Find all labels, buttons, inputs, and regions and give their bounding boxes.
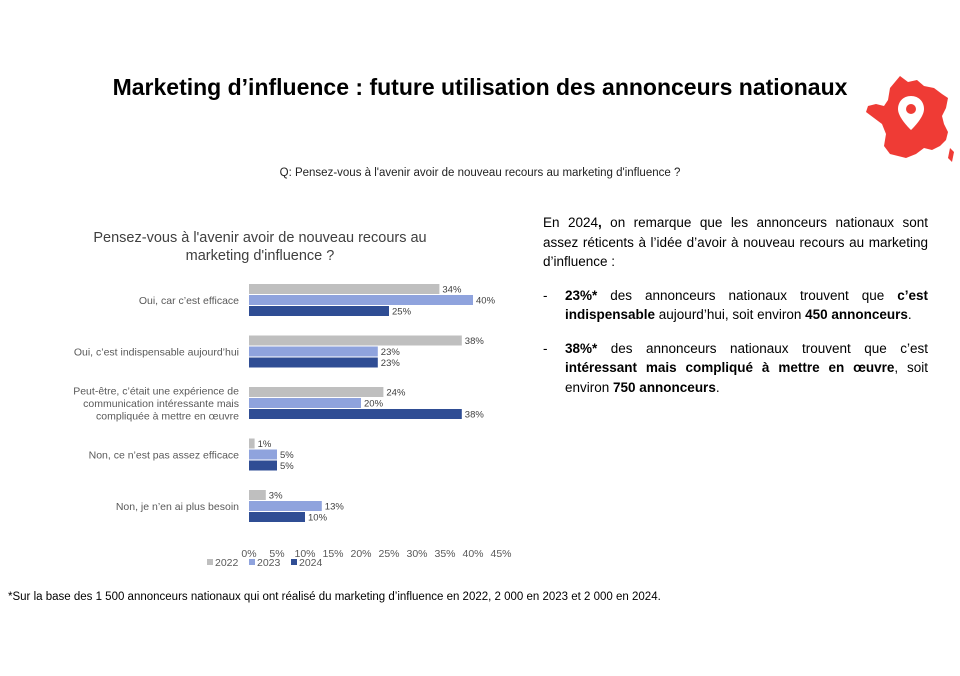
x-tick-label: 10% [294, 548, 315, 560]
bar-2023 [249, 346, 378, 357]
x-tick-label: 40% [462, 548, 483, 560]
data-label: 5% [280, 461, 294, 472]
x-tick-label: 20% [350, 548, 371, 560]
bar-2023 [249, 501, 322, 511]
legend-swatch-2023 [249, 559, 255, 565]
bar-2024 [249, 460, 277, 471]
data-label: 23% [381, 358, 401, 369]
bar-2024 [249, 306, 389, 316]
legend-swatch-2024 [291, 559, 297, 565]
data-label: 20% [364, 399, 384, 410]
bar-2024 [249, 409, 462, 419]
category-label: compliquée à mettre en œuvre [96, 411, 239, 423]
analysis-intro: En 2024, on remarque que les annonceurs … [543, 215, 928, 269]
bar-2023 [249, 295, 473, 305]
data-label: 3% [269, 491, 283, 502]
bar-2023 [249, 449, 277, 460]
category-label: Non, ce n’est pas assez efficace [89, 450, 240, 462]
page-title: Marketing d’influence : future utilisati… [112, 74, 848, 100]
x-tick-label: 45% [490, 548, 511, 560]
analysis-bullet-2: - 38%* des annonceurs nationaux trouvent… [543, 339, 928, 398]
chart-title-line-2: marketing d'influence ? [185, 248, 335, 264]
legend-swatch-2022 [207, 559, 213, 565]
legend-label: 2024 [299, 557, 323, 569]
bar-2023 [249, 398, 361, 408]
x-tick-label: 30% [406, 548, 427, 560]
category-label: communication intéressante mais [83, 398, 239, 410]
bar-chart: Oui, car c’est efficace 34% 40% 25% Oui, c’e… [73, 284, 512, 569]
chart-title-line-1: Pensez-vous à l'avenir avoir de nouveau … [93, 230, 427, 246]
category-label: Peut-être, c’était une expérience de [73, 386, 239, 398]
analysis-panel: En 2024, on remarque que les annonceurs … [543, 213, 928, 397]
survey-question: Q: Pensez-vous à l'avenir avoir de nouve… [279, 167, 681, 179]
data-label: 34% [442, 285, 462, 296]
bar-2024 [249, 357, 378, 368]
chart-title: Pensez-vous à l'avenir avoir de nouveau … [60, 229, 460, 265]
bar-2022 [249, 284, 440, 294]
bar-2024 [249, 512, 305, 522]
data-label: 38% [465, 410, 485, 421]
bar-2022 [249, 490, 266, 500]
category-label: Non, je n’en ai plus besoin [116, 501, 239, 513]
category-label: Oui, c’est indispensable aujourd’hui [74, 347, 239, 359]
data-label: 5% [280, 450, 294, 461]
legend-label: 2023 [257, 557, 281, 569]
x-tick-label: 15% [322, 548, 343, 560]
data-label: 23% [381, 347, 401, 358]
x-tick-label: 5% [269, 548, 284, 560]
x-tick-label: 35% [434, 548, 455, 560]
category-label: Oui, car c’est efficace [139, 295, 239, 307]
data-label: 1% [258, 439, 272, 450]
bar-2022 [249, 387, 384, 397]
analysis-bullet-1: - 23%* des annonceurs nationaux trouvent… [543, 286, 928, 325]
bullet-dash: - [543, 340, 548, 356]
footnote: *Sur la base des 1 500 annonceurs nation… [8, 591, 661, 603]
x-tick-label: 0% [241, 548, 256, 560]
legend-label: 2022 [215, 557, 239, 569]
data-label: 10% [308, 513, 328, 524]
data-label: 40% [476, 296, 496, 307]
data-label: 24% [386, 388, 406, 399]
france-map-pin-icon [866, 76, 954, 162]
bar-2022 [249, 335, 462, 346]
bullet-dash: - [543, 287, 548, 303]
data-label: 38% [465, 336, 485, 347]
bar-2022 [249, 438, 255, 449]
x-tick-label: 25% [378, 548, 399, 560]
data-label: 13% [325, 502, 345, 513]
data-label: 25% [392, 307, 412, 318]
